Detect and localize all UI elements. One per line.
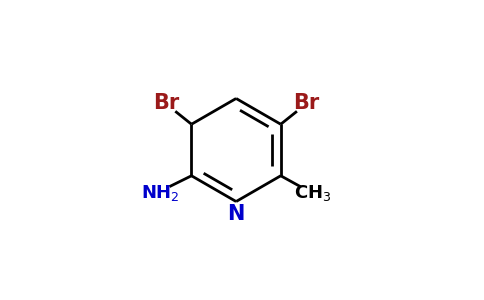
Text: CH$_3$: CH$_3$ (294, 182, 332, 203)
Text: NH$_2$: NH$_2$ (141, 183, 180, 203)
Text: Br: Br (293, 93, 319, 113)
Text: Br: Br (153, 93, 180, 113)
Text: N: N (227, 204, 245, 224)
